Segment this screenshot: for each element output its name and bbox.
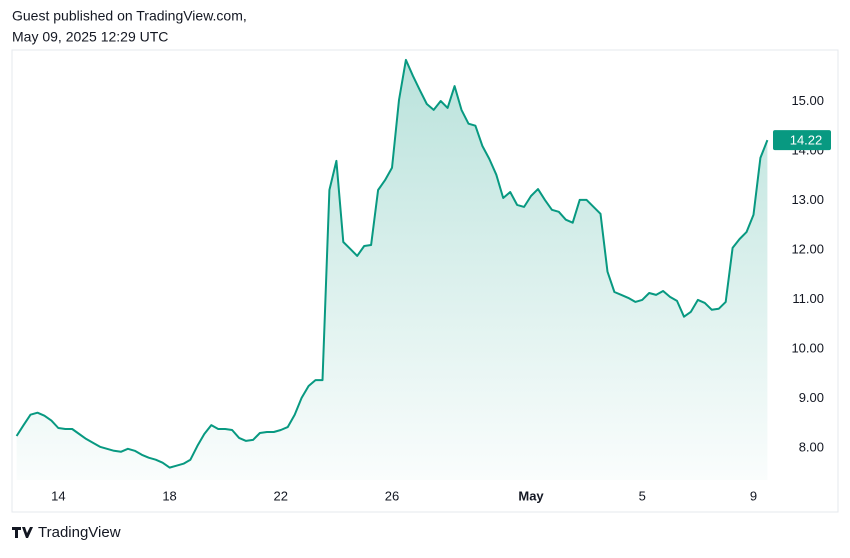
brand: TradingView xyxy=(38,524,121,541)
logo xyxy=(12,527,33,538)
y-tick-label: 13.00 xyxy=(791,192,824,207)
header-line: Guest published on TradingView.com, xyxy=(12,8,247,24)
y-tick-label: 10.00 xyxy=(791,340,824,355)
last-price-box xyxy=(773,130,831,151)
chart-frame xyxy=(11,49,839,513)
x-tick-label: 22 xyxy=(274,488,288,503)
plot: 8.009.0010.0011.0012.0013.0014.0015.0014… xyxy=(15,58,831,503)
y-tick-label: 11.00 xyxy=(792,291,824,306)
x-tick-label: May xyxy=(518,488,544,503)
header-line: May 09, 2025 12:29 UTC xyxy=(12,29,168,45)
x-tick-label: 18 xyxy=(162,488,176,503)
price-line xyxy=(15,58,769,469)
area-fill xyxy=(16,59,768,481)
y-tick-label: 15.00 xyxy=(791,93,824,108)
y-tick-label: 12.00 xyxy=(791,241,824,256)
x-tick-label: 5 xyxy=(639,488,646,503)
x-tick-label: 14 xyxy=(51,488,65,503)
y-tick-label: 8.00 xyxy=(799,439,824,454)
last-price-label: 14.22 xyxy=(790,133,823,148)
x-tick-label: 9 xyxy=(750,488,757,503)
x-tick-label: 26 xyxy=(385,488,399,503)
y-tick-label: 9.00 xyxy=(799,390,824,405)
